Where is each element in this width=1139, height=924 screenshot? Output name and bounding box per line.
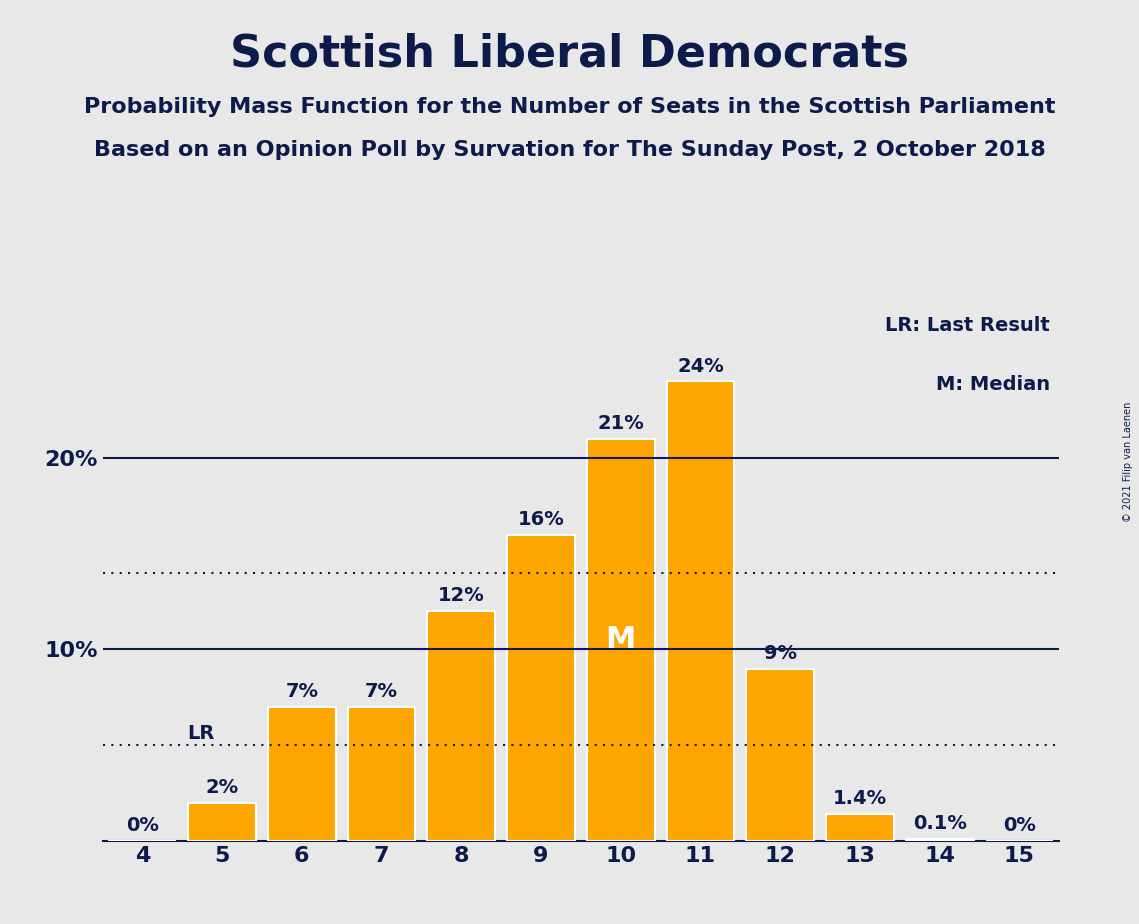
- Text: Scottish Liberal Democrats: Scottish Liberal Democrats: [230, 32, 909, 76]
- Bar: [268, 707, 336, 841]
- Text: 1.4%: 1.4%: [833, 789, 887, 808]
- Text: 12%: 12%: [437, 587, 485, 605]
- Text: M: Median: M: Median: [935, 374, 1050, 394]
- Text: 24%: 24%: [677, 357, 724, 376]
- Bar: [188, 803, 256, 841]
- Bar: [427, 611, 495, 841]
- Text: 0%: 0%: [1003, 816, 1035, 835]
- Bar: [746, 669, 814, 841]
- Text: Probability Mass Function for the Number of Seats in the Scottish Parliament: Probability Mass Function for the Number…: [84, 97, 1055, 117]
- Text: LR: LR: [187, 724, 214, 743]
- Text: 16%: 16%: [517, 510, 565, 529]
- Text: Based on an Opinion Poll by Survation for The Sunday Post, 2 October 2018: Based on an Opinion Poll by Survation fo…: [93, 140, 1046, 161]
- Text: LR: Last Result: LR: Last Result: [885, 316, 1050, 334]
- Bar: [347, 707, 416, 841]
- Bar: [826, 814, 894, 841]
- Text: 21%: 21%: [597, 414, 645, 433]
- Text: 0.1%: 0.1%: [912, 814, 967, 833]
- Text: 2%: 2%: [205, 778, 239, 796]
- Bar: [587, 439, 655, 841]
- Text: 9%: 9%: [764, 644, 796, 663]
- Text: © 2021 Filip van Laenen: © 2021 Filip van Laenen: [1123, 402, 1133, 522]
- Bar: [906, 839, 974, 841]
- Bar: [666, 382, 735, 841]
- Text: M: M: [606, 626, 636, 654]
- Text: 7%: 7%: [286, 682, 318, 701]
- Bar: [507, 535, 575, 841]
- Text: 7%: 7%: [366, 682, 398, 701]
- Text: 0%: 0%: [126, 816, 158, 835]
